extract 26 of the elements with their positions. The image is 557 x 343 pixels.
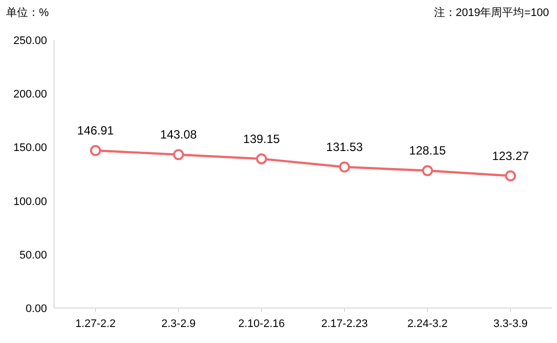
- text: 注：2019年周平均=100: [434, 6, 549, 19]
- point: [339, 162, 350, 172]
- y-tick-label: 150.00: [13, 142, 47, 154]
- y-tick-label: 250.00: [13, 35, 47, 47]
- x-tick-label: 2.17-2.23: [321, 318, 368, 330]
- point: [90, 145, 101, 156]
- x-tick-label: 2.24-3.2: [407, 318, 448, 330]
- point: [256, 153, 267, 164]
- x-tick-label: 1.27-2.2: [75, 318, 116, 330]
- x-tick-label: 3.3-3.9: [493, 318, 528, 330]
- data-label: 128.15: [409, 144, 446, 158]
- y-tick-label: 50.00: [19, 249, 47, 262]
- x-tick-label: 2.10-2.16: [238, 318, 285, 330]
- point: [422, 165, 433, 176]
- y-tick-label: 100.00: [13, 196, 47, 208]
- point: [505, 170, 516, 182]
- data-label: 146.91: [77, 124, 114, 138]
- y-tick-label: 0.00: [26, 303, 47, 315]
- data-label: 131.53: [326, 140, 364, 154]
- y-axis-title: 单位：%: [6, 6, 49, 19]
- data-label: 139.15: [243, 132, 280, 146]
- x-tick-label: 2.3-2.9: [161, 318, 196, 330]
- point: [173, 149, 184, 160]
- data-label: 123.27: [492, 148, 530, 163]
- y-tick-label: 200.00: [13, 88, 47, 101]
- data-label: 143.08: [160, 128, 198, 142]
